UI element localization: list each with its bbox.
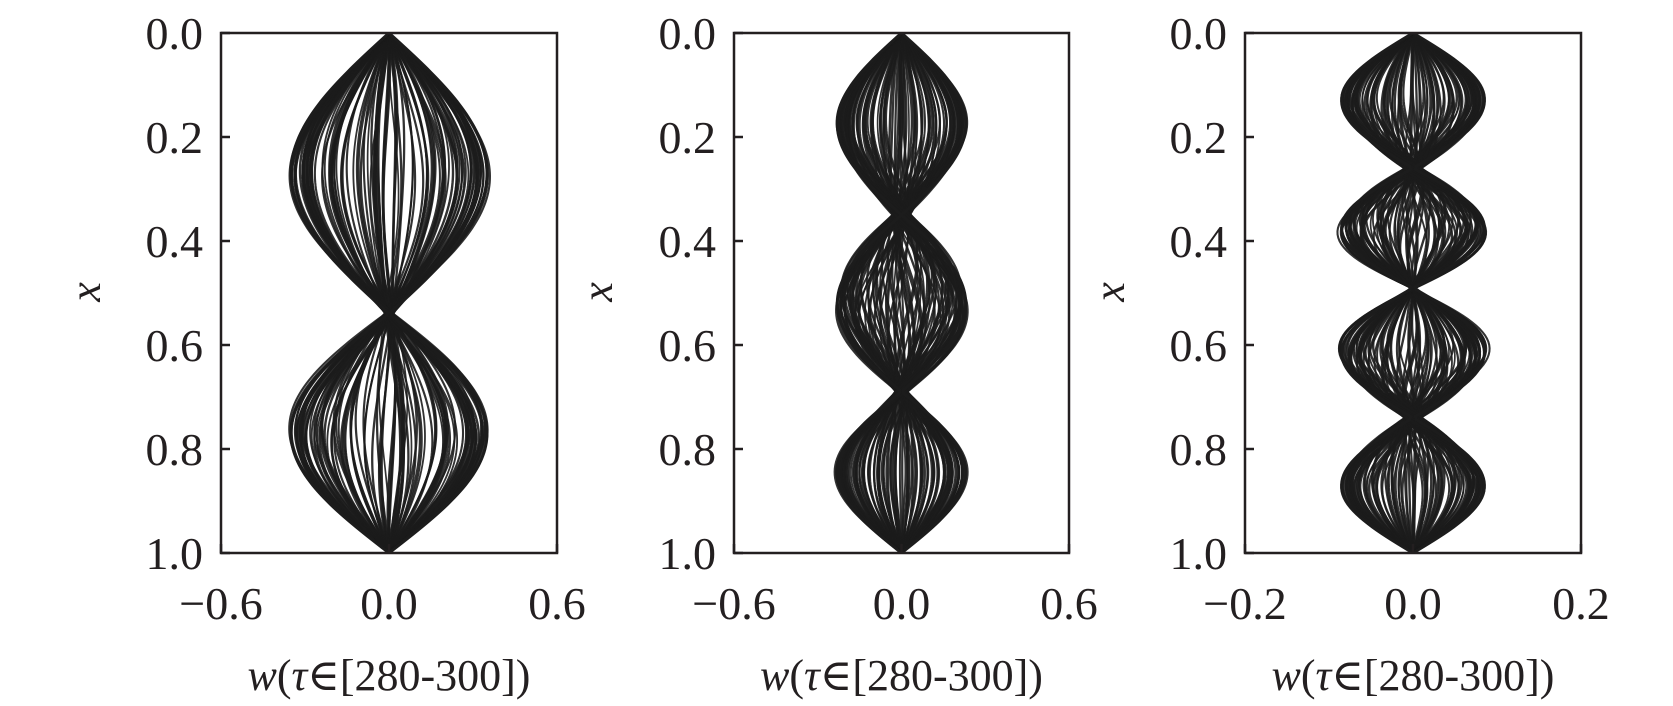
displacement-curve xyxy=(884,33,919,553)
x-tick-label: 0.0 xyxy=(1384,578,1442,629)
x-tick-label: 0.6 xyxy=(528,578,586,629)
envelope-curve xyxy=(1412,33,1486,553)
y-tick-label: 1.0 xyxy=(146,528,204,579)
x-axis-label: w(τ∈[280-300]) xyxy=(1272,651,1555,700)
y-tick-label: 1.0 xyxy=(659,528,717,579)
y-tick-label: 0.0 xyxy=(146,8,204,59)
x-tick-label: 0.6 xyxy=(1040,578,1098,629)
x-axis-label-rest: ∈[280-300]) xyxy=(1331,651,1554,700)
y-axis-label: x xyxy=(1085,282,1134,303)
x-tick-label: 0.2 xyxy=(1552,578,1610,629)
x-axis-label-paren: ( xyxy=(277,651,292,700)
x-axis-label-var: w xyxy=(1272,651,1302,700)
displacement-curve xyxy=(892,33,911,553)
y-tick-label: 0.4 xyxy=(1170,216,1228,267)
displacement-curve xyxy=(843,33,965,553)
vibration-curves xyxy=(288,33,492,553)
y-tick-label: 0.8 xyxy=(1170,424,1228,475)
envelope-curve xyxy=(899,33,968,553)
x-axis-label-rest: ∈[280-300]) xyxy=(820,651,1043,700)
envelope-curve xyxy=(1340,33,1414,553)
y-tick-label: 0.6 xyxy=(1170,320,1228,371)
x-axis-label: w(τ∈[280-300]) xyxy=(760,651,1043,700)
displacement-curve xyxy=(887,33,916,553)
x-axis-label: w(τ∈[280-300]) xyxy=(248,651,531,700)
y-axis-label: x xyxy=(61,282,110,303)
panel-left: 0.0 0.2 0.4 0.6 0.8 1.0−0.6 0.0 0.6 x w(τ∈[280-30… xyxy=(61,8,586,700)
displacement-curve xyxy=(865,33,942,553)
x-tick-label: −0.6 xyxy=(179,578,262,629)
x-tick-label: 0.0 xyxy=(360,578,418,629)
y-tick-label: 0.2 xyxy=(659,112,717,163)
vibration-curves xyxy=(833,33,969,553)
displacement-curve xyxy=(301,33,478,553)
y-tick-label: 0.4 xyxy=(146,216,204,267)
y-tick-label: 0.8 xyxy=(146,424,204,475)
y-tick-label: 0.8 xyxy=(659,424,717,475)
x-axis-label-var: w xyxy=(248,651,278,700)
x-tick-label: −0.6 xyxy=(692,578,775,629)
x-axis-label-paren: ( xyxy=(789,651,804,700)
panel-middle: 0.0 0.2 0.4 0.6 0.8 1.0−0.6 0.0 0.6 x w(τ∈[280-30… xyxy=(573,8,1098,700)
y-tick-label: 0.0 xyxy=(1170,8,1228,59)
envelope-curve xyxy=(387,33,489,553)
y-axis-label: x xyxy=(573,282,622,303)
displacement-curve xyxy=(866,33,933,553)
displacement-curve xyxy=(890,33,916,553)
y-tick-label: 0.2 xyxy=(1170,112,1228,163)
y-tick-label: 0.6 xyxy=(659,320,717,371)
displacement-curve xyxy=(838,33,962,553)
x-axis-label-tau: τ xyxy=(1316,651,1334,700)
displacement-curve xyxy=(894,33,908,553)
y-tick-label: 0.2 xyxy=(146,112,204,163)
x-tick-label: −0.2 xyxy=(1203,578,1286,629)
y-tick-label: 0.4 xyxy=(659,216,717,267)
envelope-curve xyxy=(289,33,391,553)
x-axis-label-var: w xyxy=(760,651,790,700)
x-axis-label-tau: τ xyxy=(804,651,822,700)
displacement-curve xyxy=(889,33,915,553)
displacement-curve xyxy=(885,33,918,553)
x-axis-label-paren: ( xyxy=(1301,651,1316,700)
vibration-curves xyxy=(1336,33,1491,553)
x-axis-label-tau: τ xyxy=(292,651,310,700)
y-tick-label: 1.0 xyxy=(1170,528,1228,579)
y-tick-label: 0.0 xyxy=(659,8,717,59)
envelope-curve xyxy=(835,33,904,553)
panel-right: 0.0 0.2 0.4 0.6 0.8 1.0−0.2 0.0 0.2 x w(τ∈[280-30… xyxy=(1085,8,1610,700)
y-tick-label: 0.6 xyxy=(146,320,204,371)
displacement-curve xyxy=(859,33,948,553)
displacement-curve xyxy=(893,33,909,553)
x-axis-label-rest: ∈[280-300]) xyxy=(307,651,530,700)
x-tick-label: 0.0 xyxy=(873,578,931,629)
